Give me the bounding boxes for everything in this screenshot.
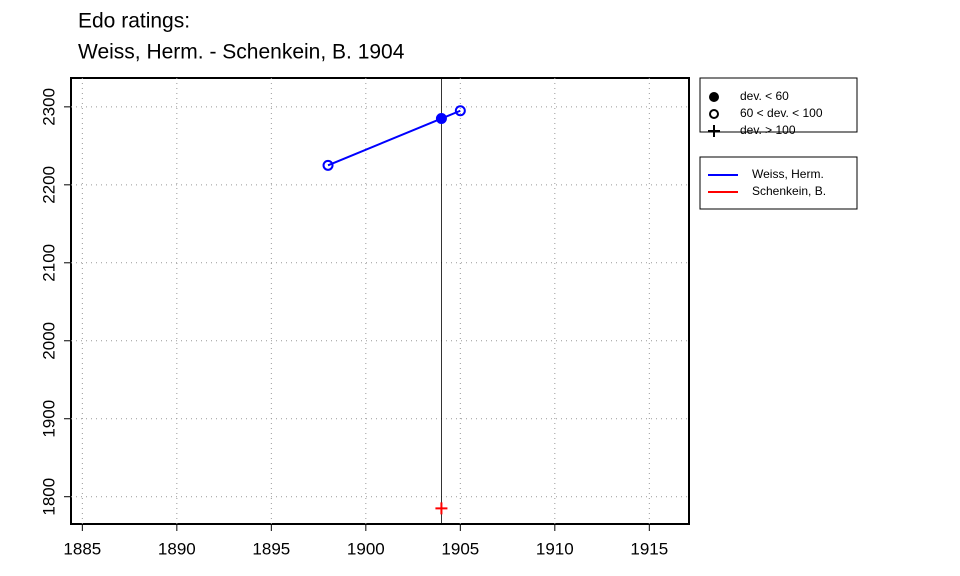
x-tick-label: 1915	[630, 539, 668, 558]
legend-box	[699, 156, 858, 210]
chart-title: Edo ratings:	[78, 10, 190, 33]
x-tick-label: 1895	[252, 539, 290, 558]
y-tick-label: 2200	[39, 166, 58, 204]
legend-label: 60 < dev. < 100	[740, 106, 823, 120]
legend-label: dev. > 100	[740, 123, 796, 137]
legend-box	[699, 77, 858, 133]
x-tick-label: 1885	[63, 539, 101, 558]
data-point	[454, 105, 466, 117]
legend-label: Weiss, Herm.	[752, 167, 824, 181]
plot-frame	[70, 77, 690, 525]
legend-marker	[708, 125, 720, 137]
x-tick-label: 1890	[158, 539, 196, 558]
x-tick-label: 1905	[441, 539, 479, 558]
legend-label: dev. < 60	[740, 89, 789, 103]
y-tick-label: 2300	[39, 88, 58, 126]
data-point	[435, 113, 447, 125]
legend-label: Schenkein, B.	[752, 184, 826, 198]
x-tick-label: 1900	[347, 539, 385, 558]
y-tick-label: 1900	[39, 400, 58, 438]
legend-marker	[709, 109, 719, 119]
y-tick-label: 2100	[39, 244, 58, 282]
x-tick-label: 1910	[536, 539, 574, 558]
y-tick-label: 2000	[39, 322, 58, 360]
legend-marker	[709, 92, 719, 102]
data-point	[435, 502, 448, 515]
data-point	[322, 159, 334, 171]
y-tick-label: 1800	[39, 478, 58, 516]
chart-subtitle: Weiss, Herm. - Schenkein, B. 1904	[78, 41, 405, 64]
